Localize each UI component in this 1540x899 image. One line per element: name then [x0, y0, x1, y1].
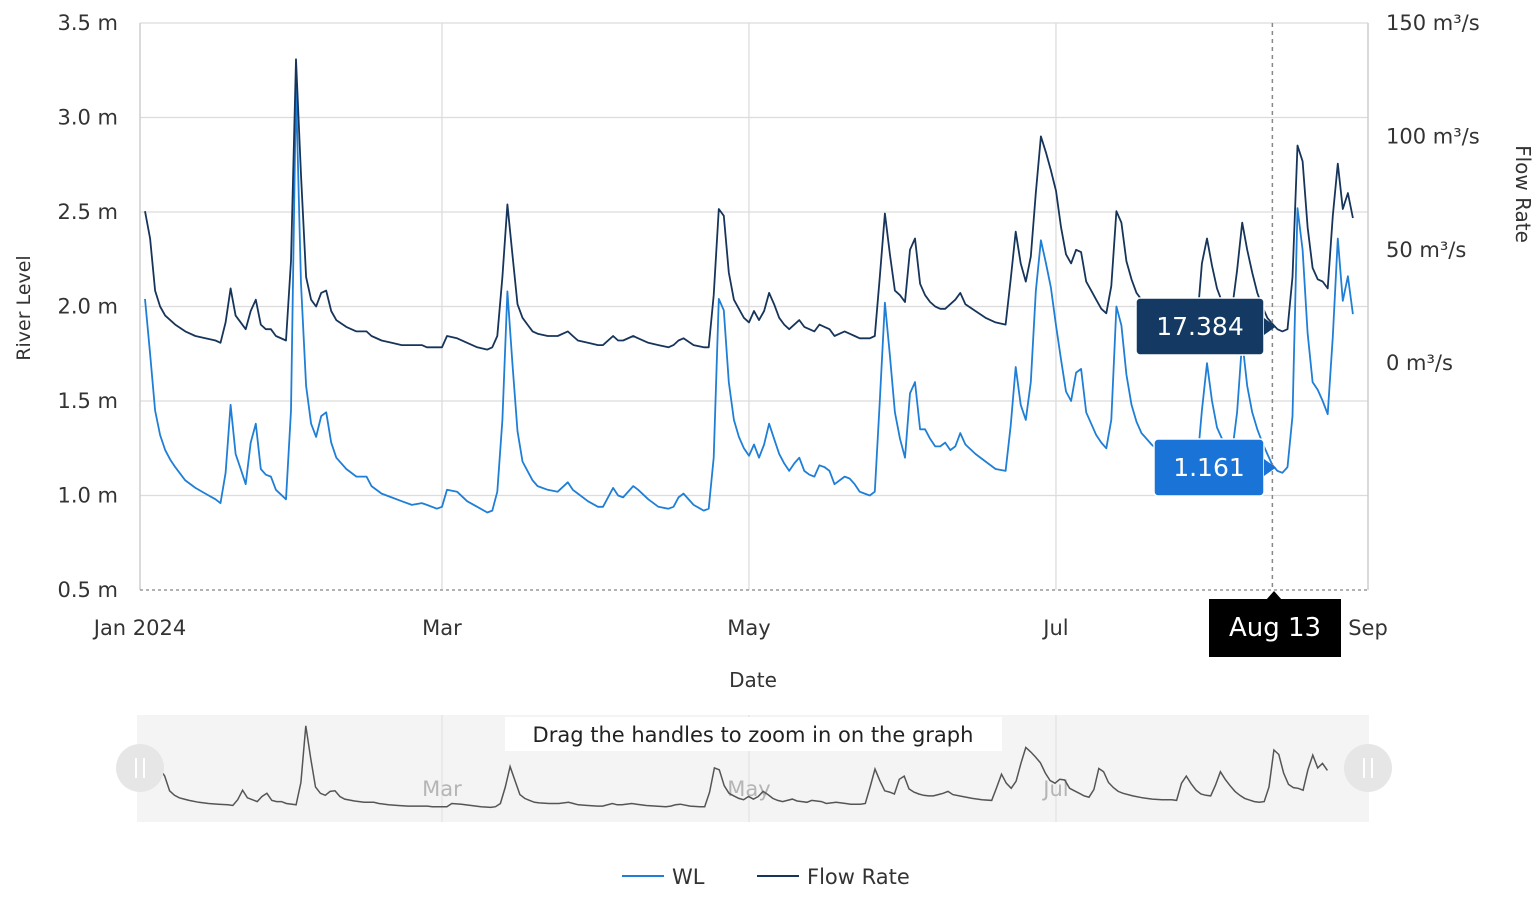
y-left-tick-label: 2.5 m [57, 200, 118, 224]
navigator-hint-background [505, 717, 1002, 751]
drag-handle-icon [135, 758, 145, 778]
navigator-month-label: Mar [422, 777, 462, 801]
legend-item-wl[interactable]: WL [622, 865, 705, 889]
navigator-hint: Drag the handles to zoom in on the graph [533, 723, 974, 747]
right-y-axis-ticks: 0 m³/s 50 m³/s 100 m³/s 150 m³/s [1386, 11, 1480, 375]
y-left-tick-label: 1.0 m [57, 484, 118, 508]
legend-item-flow-rate[interactable]: Flow Rate [757, 865, 910, 889]
y-left-tick-label: 3.5 m [57, 11, 118, 35]
left-y-axis-ticks: 0.5 m 1.0 m 1.5 m 2.0 m 2.5 m 3.0 m 3.5 m [57, 11, 118, 602]
navigator[interactable]: Mar May Jul Drag the handles to zoom in on… [116, 715, 1392, 822]
y-axis-left-title: River Level [13, 255, 35, 360]
y-right-tick-label: 150 m³/s [1386, 11, 1480, 35]
x-axis-title: Date [729, 668, 777, 692]
navigator-series-line [159, 725, 1329, 809]
y-axis-right-title: Flow Rate [1511, 145, 1535, 243]
drag-handle-icon [1363, 758, 1373, 778]
navigator-left-handle[interactable] [116, 744, 164, 792]
legend: WL Flow Rate [622, 865, 910, 889]
y-right-tick-label: 0 m³/s [1386, 351, 1453, 375]
y-left-tick-label: 1.5 m [57, 389, 118, 413]
navigator-month-label: Jul [1041, 777, 1068, 801]
x-tick-label: Jul [1041, 616, 1068, 640]
y-left-tick-label: 0.5 m [57, 578, 118, 602]
flow-tooltip-value: 17.384 [1156, 312, 1243, 341]
legend-label: WL [672, 865, 705, 889]
flow-tooltip: 17.384 [1135, 297, 1276, 356]
y-left-tick-label: 3.0 m [57, 106, 118, 130]
y-left-tick-label: 2.0 m [57, 295, 118, 319]
navigator-right-handle[interactable] [1344, 744, 1392, 792]
x-tick-label: May [727, 616, 770, 640]
plot-area [139, 23, 1369, 591]
x-axis-ticks: Jan 2024 Mar May Jul Sep [92, 616, 1388, 640]
x-tick-label: Jan 2024 [92, 616, 187, 640]
x-tick-label: Mar [422, 616, 462, 640]
legend-label: Flow Rate [807, 865, 910, 889]
wl-tooltip: 1.161 [1153, 438, 1276, 497]
y-right-tick-label: 50 m³/s [1386, 238, 1466, 262]
x-tick-label: Sep [1348, 616, 1388, 640]
y-right-tick-label: 100 m³/s [1386, 124, 1480, 148]
date-tooltip: Aug 13 [1209, 591, 1341, 657]
date-tooltip-label: Aug 13 [1229, 613, 1321, 643]
wl-tooltip-value: 1.161 [1173, 453, 1245, 482]
navigator-month-labels: Mar May Jul [422, 715, 1069, 822]
